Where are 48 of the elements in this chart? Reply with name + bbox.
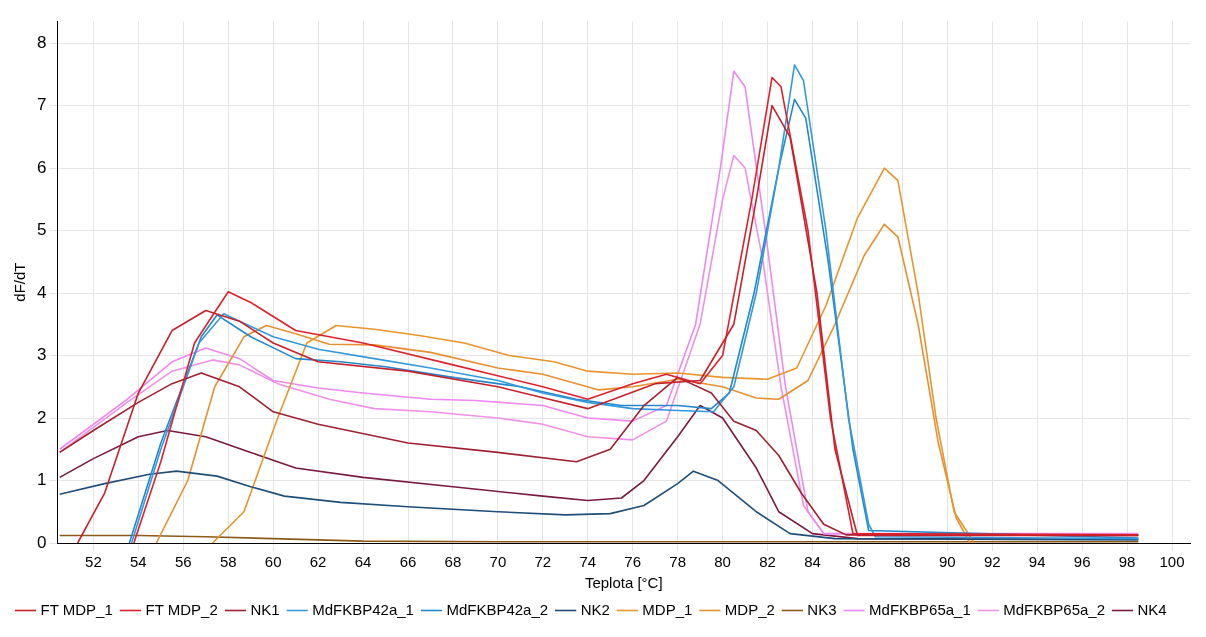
y-tick-label: 1 [36,470,47,490]
legend-label: NK1 [250,600,280,618]
y-tick-label: 8 [36,32,47,52]
x-tick-label: 70 [489,553,507,571]
x-tick-label: 64 [354,553,372,571]
x-tick-label: 98 [1118,553,1136,571]
x-tick-label: 52 [85,553,102,571]
y-tick-label: 0 [36,532,47,552]
x-tick-label: 72 [534,553,552,571]
x-tick-label: 78 [669,553,686,571]
y-tick-label: 7 [36,95,47,115]
x-tick-label: 86 [849,553,866,571]
legend-label: MdFKBP42a_1 [312,600,414,618]
legend-label: MdFKBP65a_1 [869,600,971,618]
x-tick-label: 74 [579,553,597,571]
x-tick-label: 100 [1159,553,1185,571]
x-tick-label: 94 [1028,553,1046,571]
x-tick-label: 90 [938,553,956,571]
x-tick-label: 56 [174,553,192,571]
y-tick-label: 3 [36,345,47,365]
x-tick-label: 84 [804,553,821,571]
legend-label: MdFKBP42a_2 [446,600,549,618]
x-tick-label: 66 [399,553,417,571]
y-axis-title: dF/dT [11,262,29,302]
y-tick-label: 4 [36,282,47,302]
x-tick-label: 80 [714,553,731,571]
legend-label: FT MDP_2 [145,600,218,618]
legend-label: FT MDP_1 [40,600,113,618]
legend-label: NK4 [1137,600,1167,618]
x-tick-label: 60 [264,553,282,571]
legend-label: MDP_1 [642,600,693,618]
x-tick-label: 88 [894,553,911,571]
x-axis-title: Teplota [°C] [584,574,663,592]
x-tick-label: 76 [624,553,642,571]
y-tick-label: 5 [36,220,47,240]
y-tick-label: 2 [36,407,47,427]
y-tick-label: 6 [36,157,47,177]
x-tick-label: 96 [1073,553,1091,571]
x-tick-label: 58 [219,553,237,571]
legend-label: MDP_2 [724,600,775,618]
x-tick-label: 62 [309,553,327,571]
legend-label: NK2 [580,600,610,618]
x-tick-label: 54 [130,553,147,571]
x-tick-label: 92 [983,553,1001,571]
legend-label: NK3 [807,600,837,618]
x-tick-label: 82 [759,553,776,571]
x-tick-label: 68 [444,553,462,571]
legend-label: MdFKBP65a_2 [1003,600,1106,618]
